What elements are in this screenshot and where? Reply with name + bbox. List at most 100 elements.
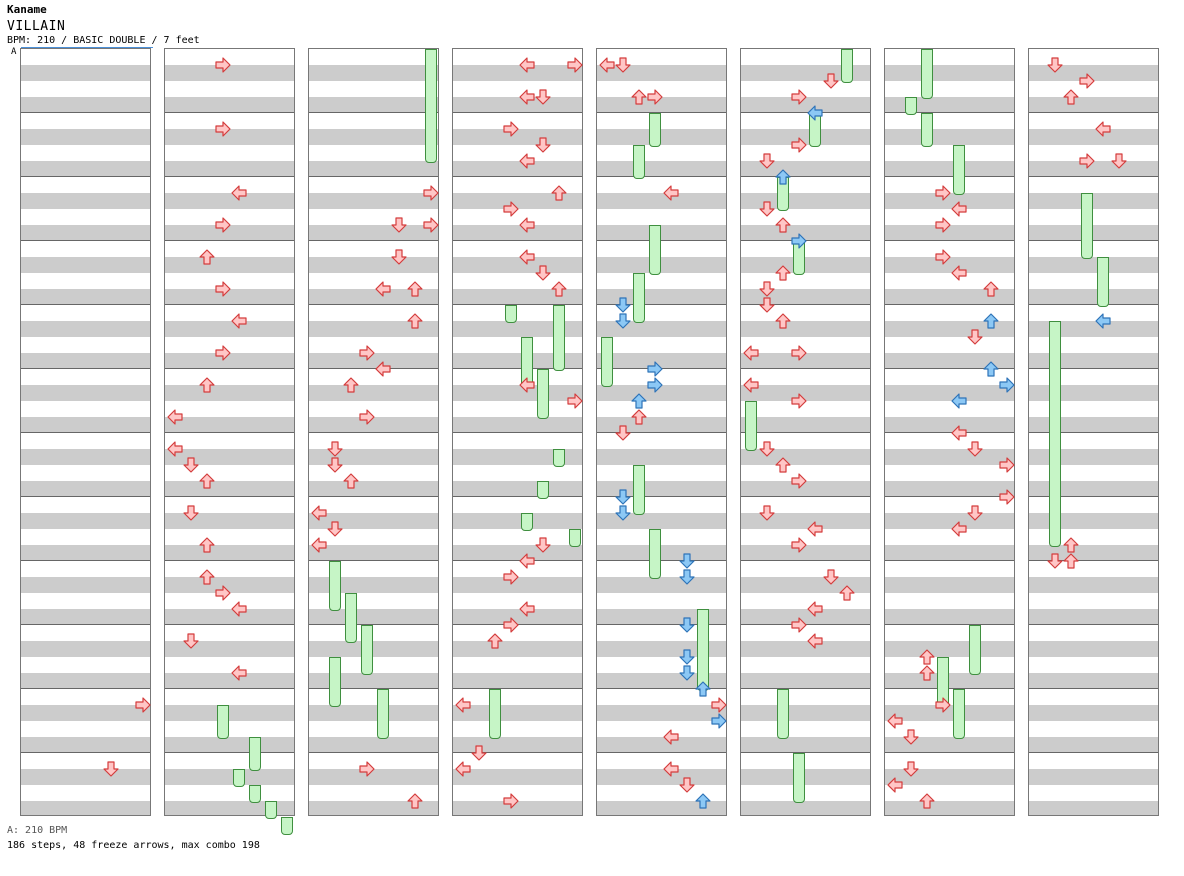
step-arrow-left-icon [807, 633, 823, 649]
chart-info: BPM: 210 / BASIC DOUBLE / 7 feet [7, 35, 200, 46]
step-arrow-left-icon [743, 377, 759, 393]
step-arrow-down-icon [391, 217, 407, 233]
step-arrow-up-icon [775, 457, 791, 473]
step-arrow-down-icon [679, 649, 695, 665]
measure-line [741, 304, 870, 305]
measure-line [885, 688, 1014, 689]
freeze-arrow [521, 513, 533, 531]
measure-line [885, 752, 1014, 753]
chart-column [164, 48, 295, 835]
chart-column [596, 48, 727, 816]
freeze-arrow [1097, 257, 1109, 307]
step-arrow-up-icon [839, 585, 855, 601]
step-arrow-down-icon [759, 201, 775, 217]
step-arrow-left-icon [663, 761, 679, 777]
step-arrow-right-icon [791, 617, 807, 633]
freeze-arrow [537, 369, 549, 419]
artist-name: Kaname [7, 3, 47, 16]
step-arrow-left-icon [519, 249, 535, 265]
step-arrow-down-icon [679, 617, 695, 633]
step-arrow-right-icon [359, 345, 375, 361]
freeze-arrow [953, 145, 965, 195]
step-arrow-up-icon [1063, 553, 1079, 569]
measure-line [1029, 752, 1158, 753]
step-arrow-right-icon [791, 473, 807, 489]
freeze-arrow [905, 97, 917, 115]
step-arrow-left-icon [1095, 121, 1111, 137]
step-arrow-right-icon [711, 697, 727, 713]
measure-line [1029, 432, 1158, 433]
step-arrow-down-icon [535, 537, 551, 553]
freeze-arrow [553, 449, 565, 467]
bpm-marker-line [21, 47, 153, 48]
step-arrow-down-icon [903, 729, 919, 745]
freeze-arrow [265, 801, 277, 819]
step-arrow-left-icon [455, 761, 471, 777]
measure-line [453, 240, 582, 241]
step-arrow-right-icon [791, 137, 807, 153]
freeze-arrow [649, 529, 661, 579]
measure-line [597, 240, 726, 241]
step-arrow-up-icon [407, 313, 423, 329]
measure-line [165, 304, 294, 305]
measure-line [453, 752, 582, 753]
freeze-arrow [361, 625, 373, 675]
freeze-arrow [601, 337, 613, 387]
step-arrow-left-icon [519, 601, 535, 617]
freeze-arrow [633, 465, 645, 515]
step-arrow-down-icon [615, 425, 631, 441]
step-arrow-right-icon [647, 361, 663, 377]
measure-line [453, 176, 582, 177]
step-arrow-down-icon [183, 633, 199, 649]
step-arrow-left-icon [519, 89, 535, 105]
step-arrow-right-icon [935, 217, 951, 233]
step-arrow-down-icon [1047, 553, 1063, 569]
step-arrow-right-icon [215, 585, 231, 601]
step-arrow-left-icon [519, 553, 535, 569]
step-arrow-down-icon [823, 73, 839, 89]
step-arrow-up-icon [199, 249, 215, 265]
step-arrow-up-icon [919, 649, 935, 665]
step-arrow-down-icon [615, 297, 631, 313]
step-arrow-up-icon [1063, 89, 1079, 105]
step-arrow-right-icon [791, 393, 807, 409]
measure-line [21, 176, 150, 177]
step-arrow-down-icon [615, 489, 631, 505]
step-arrow-right-icon [935, 249, 951, 265]
step-arrow-down-icon [903, 761, 919, 777]
measure-line [1029, 240, 1158, 241]
step-arrow-right-icon [503, 121, 519, 137]
step-arrow-left-icon [519, 377, 535, 393]
measure-line [1029, 624, 1158, 625]
measure-line [597, 624, 726, 625]
chart-column [20, 48, 151, 816]
step-arrow-left-icon [455, 697, 471, 713]
step-arrow-left-icon [743, 345, 759, 361]
step-arrow-down-icon [183, 505, 199, 521]
step-arrow-left-icon [519, 153, 535, 169]
chart-column [884, 48, 1015, 816]
step-arrow-up-icon [775, 313, 791, 329]
step-arrow-up-icon [407, 793, 423, 809]
freeze-arrow [953, 689, 965, 739]
measure-line [597, 176, 726, 177]
step-arrow-right-icon [359, 761, 375, 777]
step-arrow-down-icon [759, 441, 775, 457]
freeze-arrow [921, 113, 933, 147]
step-arrow-left-icon [375, 361, 391, 377]
freeze-arrow [633, 273, 645, 323]
step-arrow-down-icon [1047, 57, 1063, 73]
step-arrow-right-icon [135, 697, 151, 713]
step-arrow-left-icon [951, 425, 967, 441]
step-arrow-up-icon [343, 377, 359, 393]
measure-line [741, 752, 870, 753]
measure-line [1029, 368, 1158, 369]
measure-line [597, 432, 726, 433]
step-arrow-down-icon [535, 137, 551, 153]
measure-line [885, 432, 1014, 433]
step-arrow-right-icon [215, 217, 231, 233]
step-arrow-up-icon [983, 281, 999, 297]
step-arrow-left-icon [231, 185, 247, 201]
step-arrow-right-icon [1079, 73, 1095, 89]
step-arrow-left-icon [887, 777, 903, 793]
